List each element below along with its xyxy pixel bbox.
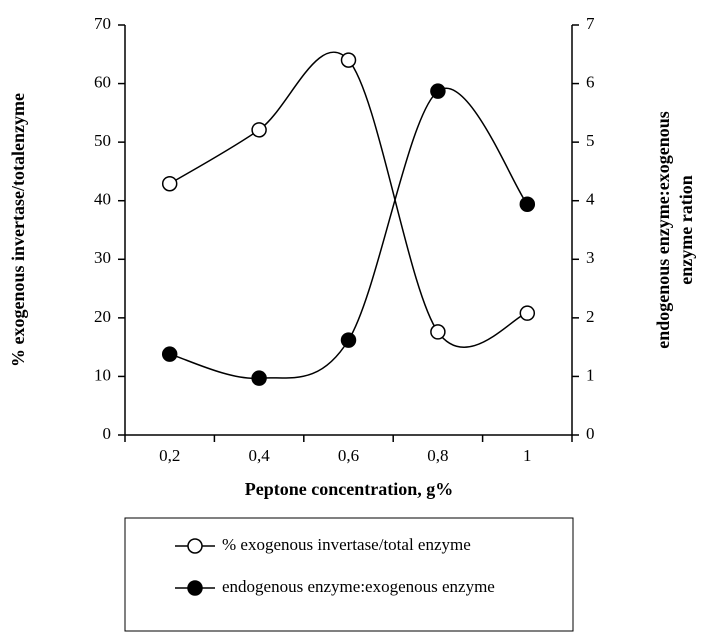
y2-tick-label: 5: [586, 131, 595, 150]
y-tick-label: 60: [94, 72, 111, 91]
x-axis-label: Peptone concentration, g%: [245, 479, 453, 499]
y-tick-label: 0: [103, 424, 112, 443]
y-tick-label: 70: [94, 14, 111, 33]
marker: [430, 83, 446, 99]
marker: [251, 122, 267, 138]
y2-tick-label: 7: [586, 14, 595, 33]
y2-tick-label: 1: [586, 365, 595, 384]
series-line: [169, 51, 528, 348]
y2-axis-label: endogenous enzyme:exogenous: [653, 111, 673, 349]
x-tick-label: 1: [523, 446, 532, 465]
x-tick-label: 0,6: [338, 446, 359, 465]
y-axis-label: % exogenous invertase/totalenzyme: [8, 93, 28, 367]
series-line: [169, 87, 528, 379]
y-tick-label: 10: [94, 365, 111, 384]
y2-tick-label: 0: [586, 424, 595, 443]
y-tick-label: 40: [94, 190, 111, 209]
legend-label: % exogenous invertase/total enzyme: [222, 535, 471, 554]
y2-tick-label: 4: [586, 190, 595, 209]
legend-label: endogenous enzyme:exogenous enzyme: [222, 577, 495, 596]
x-tick-label: 0,4: [248, 446, 270, 465]
x-tick-label: 0,2: [159, 446, 180, 465]
legend-marker: [187, 580, 203, 596]
y-tick-label: 20: [94, 307, 111, 326]
y2-tick-label: 3: [586, 248, 595, 267]
marker: [251, 370, 267, 386]
marker: [340, 332, 357, 348]
marker: [519, 305, 536, 321]
y2-tick-label: 2: [586, 307, 595, 326]
y-tick-label: 30: [94, 248, 111, 267]
marker: [430, 324, 446, 340]
y-tick-label: 50: [94, 131, 111, 150]
y2-tick-label: 6: [586, 72, 595, 91]
legend-box: [124, 517, 574, 632]
marker: [161, 346, 178, 362]
marker: [340, 52, 357, 68]
legend-marker: [187, 538, 203, 554]
x-tick-label: 0,8: [427, 446, 448, 465]
marker: [519, 196, 536, 212]
marker: [161, 175, 178, 192]
y2-axis-label: enzyme ration: [676, 175, 696, 284]
